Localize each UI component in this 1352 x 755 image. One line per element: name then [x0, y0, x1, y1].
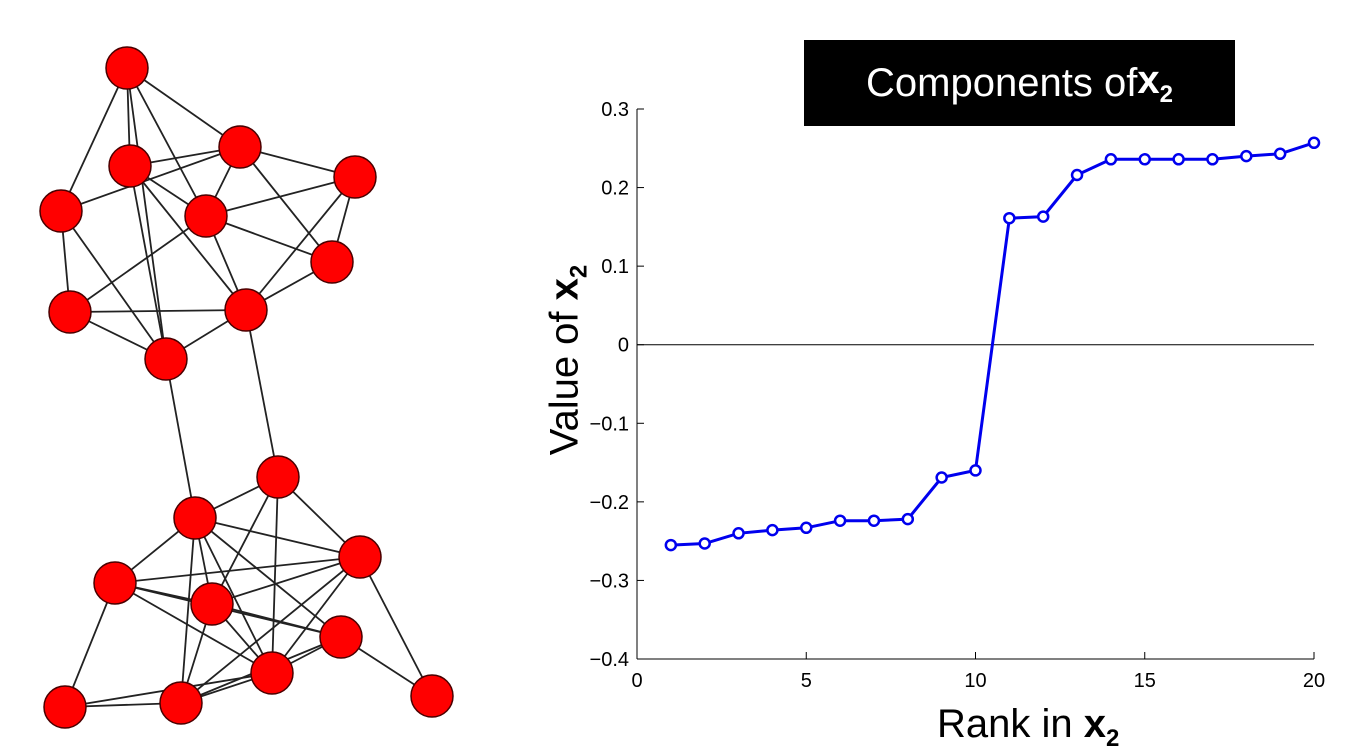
- data-point: [1003, 211, 1016, 225]
- y-axis-label: Value of x2: [543, 265, 594, 456]
- graph-node: [144, 337, 188, 381]
- graph-edge: [60, 67, 128, 212]
- data-point: [1036, 210, 1050, 223]
- graph-edge: [211, 476, 279, 605]
- graph-edge: [114, 556, 361, 584]
- data-point: [1172, 153, 1185, 166]
- data-point: [732, 527, 745, 540]
- data-point: [800, 521, 813, 535]
- data-point: [1070, 168, 1084, 182]
- y-tick-label: 0.2: [601, 178, 629, 200]
- graph-edge: [129, 165, 247, 311]
- data-point: [867, 514, 881, 527]
- graph-node: [93, 561, 137, 605]
- graph-edge: [271, 476, 279, 674]
- graph-edge: [211, 603, 342, 638]
- data-point: [766, 523, 779, 537]
- data-point: [664, 538, 678, 552]
- x-axis-label-prefix: Rank in: [937, 702, 1084, 746]
- graph-node: [256, 455, 300, 499]
- graph-edge: [126, 67, 207, 217]
- chart-title-var: x: [1137, 57, 1160, 102]
- graph-edge: [194, 517, 361, 558]
- data-point: [1104, 153, 1118, 166]
- y-axis-label-prefix: Value of: [542, 300, 587, 456]
- series-line: [670, 141, 1315, 547]
- chart-title: Components of x2: [804, 40, 1235, 126]
- y-tick-label: −0.1: [590, 413, 629, 435]
- y-axis-label-sub: 2: [565, 264, 593, 279]
- graph-edge: [180, 556, 361, 704]
- data-point: [1240, 149, 1253, 163]
- data-point: [1273, 147, 1287, 161]
- graph-edge: [245, 176, 356, 311]
- data-point: [1138, 153, 1151, 166]
- data-point: [1307, 136, 1321, 150]
- data-point: [833, 514, 847, 527]
- graph-edge: [205, 215, 333, 263]
- x-axis-label-sub: 2: [1106, 725, 1120, 752]
- graph-node: [173, 496, 217, 540]
- graph-edge: [114, 582, 273, 674]
- graph-node: [43, 685, 87, 729]
- x-tick-label: 20: [1303, 670, 1325, 692]
- graph-node: [48, 290, 92, 334]
- graph-node: [410, 674, 454, 718]
- y-tick-label: −0.4: [590, 649, 629, 671]
- graph-edge: [69, 215, 207, 313]
- y-axis-label-var: x: [542, 278, 587, 301]
- graph-node: [333, 155, 377, 199]
- data-point: [935, 471, 948, 484]
- graph-node: [159, 681, 203, 725]
- graph-edge: [126, 67, 241, 148]
- chart-title-sub: 2: [1159, 80, 1173, 108]
- graph-edge: [245, 309, 279, 478]
- graph-node: [250, 651, 294, 695]
- graph-edge: [64, 582, 116, 708]
- graph-edge: [211, 556, 361, 605]
- graph-node: [319, 615, 363, 659]
- data-point: [1206, 153, 1219, 166]
- graph-edge: [60, 210, 167, 360]
- graph-node: [108, 144, 152, 188]
- graph-edge: [180, 517, 196, 704]
- y-tick-label: 0.3: [601, 99, 629, 121]
- y-tick-label: 0: [618, 335, 629, 357]
- graph-node: [190, 582, 234, 626]
- x-tick-label: 5: [801, 670, 812, 692]
- network-graph: [39, 46, 454, 729]
- data-point: [901, 512, 915, 526]
- graph-edge: [60, 146, 241, 212]
- graph-node: [39, 189, 83, 233]
- graph-node: [310, 240, 354, 284]
- graph-edge: [359, 556, 433, 697]
- data-point: [969, 464, 982, 477]
- graph-edge: [194, 517, 273, 674]
- graph-edge: [165, 358, 196, 519]
- graph-node: [184, 194, 228, 238]
- graph-edge: [69, 309, 247, 313]
- data-point: [698, 537, 711, 550]
- graph-node: [105, 46, 149, 90]
- graph-edge: [205, 176, 356, 217]
- y-tick-label: 0.1: [601, 256, 629, 278]
- y-tick-label: −0.3: [590, 570, 629, 592]
- x-tick-label: 10: [964, 670, 986, 692]
- chart-title-prefix: Components of: [866, 60, 1138, 105]
- graph-node: [224, 288, 268, 332]
- graph-edge: [271, 556, 361, 674]
- graph-edge: [194, 517, 342, 638]
- x-axis-label: Rank in x2: [937, 702, 1119, 753]
- graph-edge: [129, 165, 167, 360]
- x-tick-label: 0: [631, 670, 642, 692]
- x-axis-label-var: x: [1083, 702, 1106, 746]
- y-tick-label: −0.2: [590, 492, 629, 514]
- graph-edge: [239, 146, 333, 263]
- graph-node: [218, 125, 262, 169]
- graph-node: [338, 535, 382, 579]
- x-tick-label: 15: [1134, 670, 1156, 692]
